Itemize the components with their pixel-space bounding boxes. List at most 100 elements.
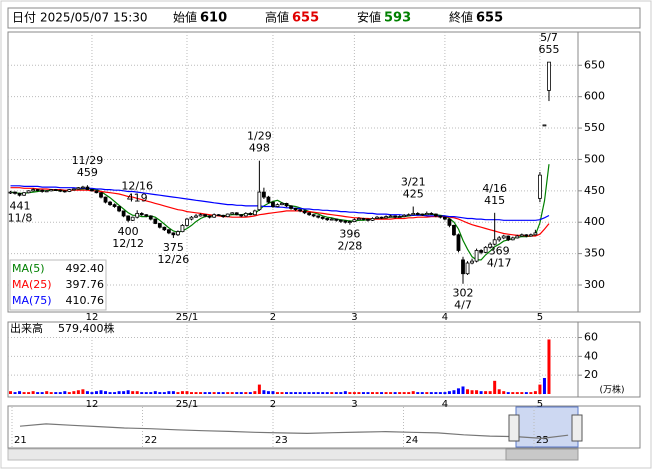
volume-bar	[497, 389, 501, 394]
candle-body	[135, 213, 140, 218]
candle-body	[470, 260, 474, 264]
candle-body	[492, 239, 497, 245]
navigator-label: 21	[14, 435, 27, 446]
candle-body	[198, 214, 203, 217]
navigator-handle[interactable]	[508, 414, 520, 442]
candle-body	[108, 201, 112, 206]
candle-body	[384, 216, 388, 219]
navigator-range	[515, 406, 579, 448]
candle-body	[234, 212, 239, 216]
candle-body	[461, 259, 465, 275]
candle-body	[207, 215, 212, 218]
navigator-handle[interactable]	[571, 414, 583, 442]
candle-body	[85, 186, 90, 190]
volume-bar	[40, 392, 44, 394]
volume-bar	[36, 392, 40, 394]
x-tick-label: 25/1	[176, 399, 198, 410]
candle-body	[370, 218, 375, 221]
volume-bar	[484, 391, 488, 394]
x-tick-label: 3	[351, 399, 357, 410]
annotation-value: 655	[538, 43, 559, 56]
high-label: 高値	[265, 10, 289, 25]
volume-bar	[22, 392, 26, 394]
candle-body	[126, 215, 131, 221]
volume-bar	[18, 391, 22, 394]
candle-body	[157, 223, 162, 228]
annotation-date: 3/21	[401, 176, 426, 189]
candle-body	[316, 215, 321, 218]
volume-bar	[171, 391, 175, 394]
candle-body	[465, 262, 470, 275]
volume-bar	[339, 392, 343, 394]
candle-body	[230, 212, 235, 215]
volume-bar	[361, 392, 365, 394]
volume-bar	[76, 390, 80, 394]
volume-bar	[257, 384, 261, 394]
volume-bar	[475, 390, 479, 394]
candle-body	[402, 214, 407, 217]
x-tick-label: 4	[442, 312, 448, 323]
candle-body	[538, 174, 542, 199]
y-tick-label: 20	[584, 368, 598, 381]
annotation-value: 459	[77, 166, 98, 179]
scrollbar[interactable]	[7, 448, 579, 461]
legend-value: 397.76	[66, 278, 105, 291]
volume-bar	[235, 392, 239, 394]
candle-body	[433, 213, 438, 217]
date: 2025/05/07 15:30	[40, 11, 148, 25]
volume-bar	[371, 392, 374, 394]
price-panel	[7, 31, 641, 313]
volume-bar	[185, 391, 189, 394]
candle-body	[243, 213, 248, 217]
volume-bar	[131, 391, 135, 394]
volume-bar	[533, 391, 537, 394]
low-value: 593	[384, 11, 411, 26]
x-tick-label: 3	[351, 312, 357, 323]
candle-body	[397, 216, 402, 218]
volume-bar	[411, 391, 415, 394]
y-tick-label: 60	[584, 331, 598, 344]
volume-bar	[81, 389, 85, 394]
candle-body	[519, 234, 524, 237]
x-tick-label: 25/1	[176, 312, 198, 323]
candle-body	[94, 190, 99, 194]
volume-bar	[402, 392, 406, 394]
volume-bar	[230, 392, 234, 394]
volume-bar	[461, 386, 465, 394]
volume-bar	[547, 339, 551, 394]
volume-bar	[348, 392, 352, 394]
annotation-value: 425	[403, 188, 424, 201]
candle-body	[17, 192, 22, 196]
candle-body	[284, 202, 289, 207]
candle-body	[225, 213, 230, 217]
candle-body	[185, 218, 189, 226]
volume-bar	[298, 392, 302, 394]
volume-bar	[515, 392, 519, 394]
candle-body	[438, 215, 443, 218]
navigator-label: 23	[275, 435, 288, 446]
close-label: 終値	[449, 10, 473, 25]
candle-body	[166, 229, 171, 234]
candle-body	[280, 202, 284, 206]
navigator-panel	[7, 405, 641, 449]
volume-bar	[27, 392, 31, 394]
candle-body	[103, 196, 108, 203]
legend-name: MA(5)	[12, 262, 45, 275]
navigator-label: 22	[145, 435, 158, 446]
volume-bar	[425, 392, 429, 394]
volume-bar	[135, 391, 139, 394]
candle-body	[447, 218, 452, 226]
volume-bar	[9, 391, 12, 394]
candle-body	[343, 220, 348, 223]
volume-bar	[67, 392, 71, 394]
volume-bar	[72, 391, 76, 394]
candle-body	[271, 201, 275, 207]
candle-body	[139, 213, 144, 216]
candle-body	[71, 188, 76, 191]
scroll-thumb[interactable]	[505, 448, 579, 461]
volume-bar	[456, 388, 460, 394]
candle-body	[99, 192, 103, 198]
volume-bar	[275, 392, 279, 394]
candle-body	[320, 216, 325, 219]
